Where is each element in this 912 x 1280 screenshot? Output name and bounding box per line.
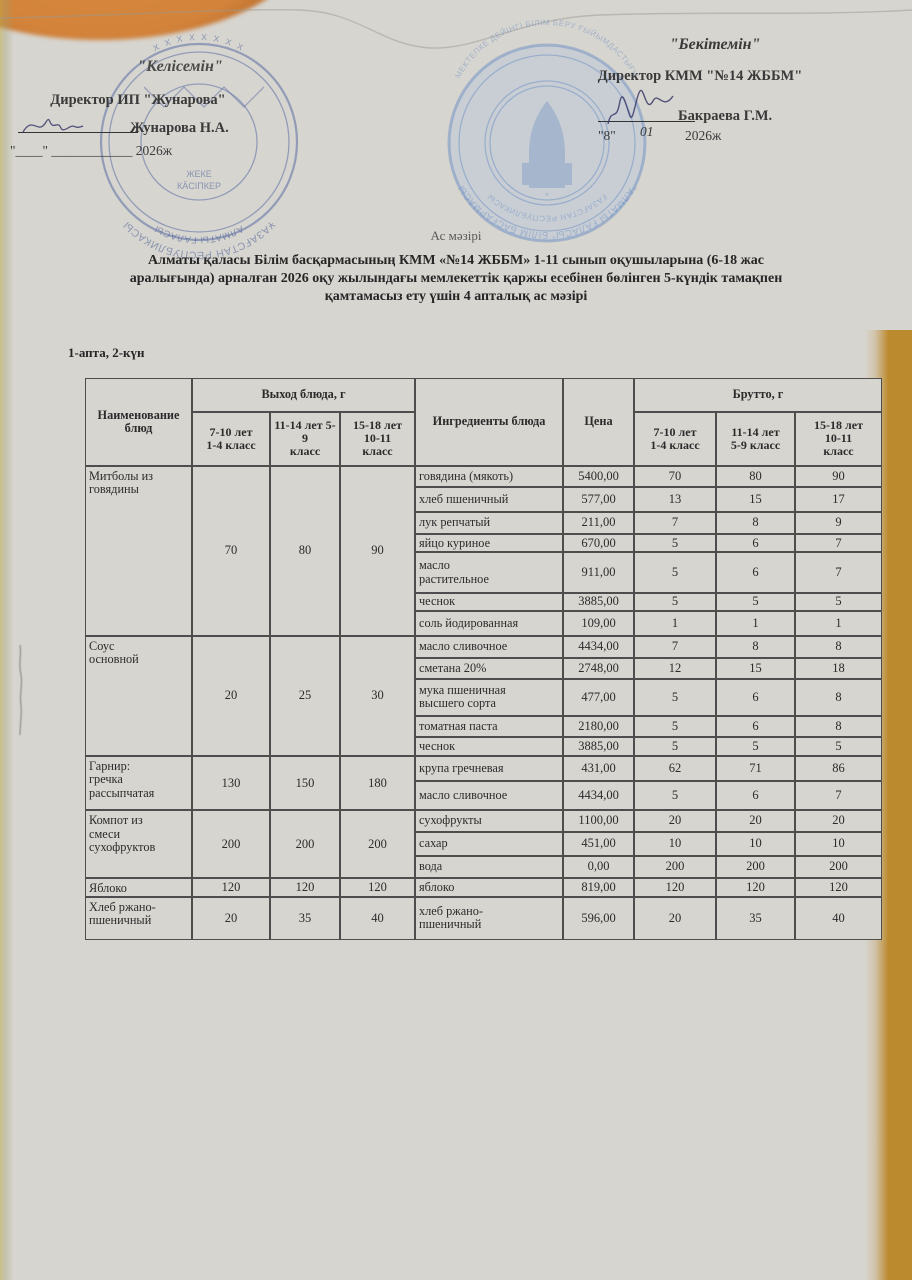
svg-text:ЖЕКЕ: ЖЕКЕ [186, 169, 212, 179]
svg-text:*: * [545, 191, 549, 201]
svg-text:КӒСІПКЕР: КӒСІПКЕР [177, 181, 221, 191]
